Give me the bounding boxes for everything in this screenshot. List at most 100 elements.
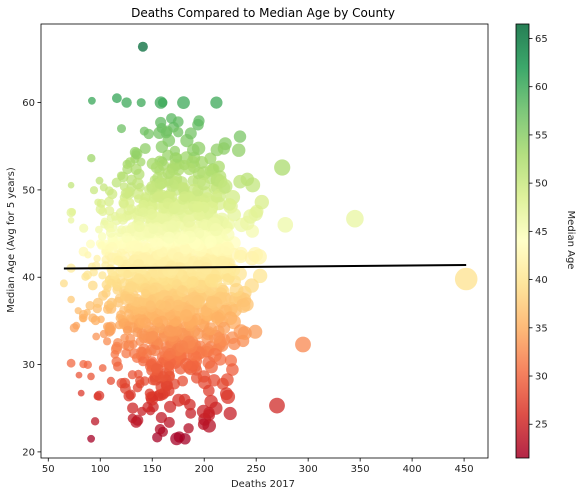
data-point xyxy=(274,159,291,176)
y-tick-label: 50 xyxy=(22,185,35,196)
colorbar-gradient xyxy=(516,24,529,458)
data-point xyxy=(251,249,267,265)
data-point xyxy=(221,228,235,242)
data-point xyxy=(177,96,190,109)
data-point xyxy=(154,96,168,109)
data-point xyxy=(85,301,95,311)
data-point xyxy=(239,297,254,312)
trend-line xyxy=(63,264,467,270)
data-point xyxy=(92,297,104,308)
data-point xyxy=(191,294,205,309)
data-point xyxy=(78,313,88,323)
x-tick-label: 250 xyxy=(247,464,266,475)
axes-layer: 50 100 150 200 250 300 350 400 450 20 30 40 50 60 xyxy=(22,23,489,475)
data-point xyxy=(113,255,124,266)
data-point xyxy=(83,270,92,280)
data-point xyxy=(217,321,231,335)
data-point xyxy=(90,417,100,426)
data-point xyxy=(103,337,112,346)
data-point xyxy=(83,360,93,369)
data-point xyxy=(254,194,269,210)
y-tick-label: 30 xyxy=(22,360,35,371)
colorbar-tick-label: 45 xyxy=(535,227,548,238)
data-point xyxy=(233,130,247,143)
data-point xyxy=(106,376,115,385)
data-point xyxy=(127,402,139,414)
data-point xyxy=(123,269,132,279)
data-point xyxy=(86,239,95,249)
data-point xyxy=(88,96,96,105)
data-point xyxy=(346,209,364,228)
data-point xyxy=(69,323,79,333)
data-point xyxy=(228,337,241,351)
plot-frame xyxy=(40,23,489,459)
data-point xyxy=(132,177,144,190)
data-point xyxy=(107,242,118,253)
data-point xyxy=(136,98,146,108)
data-point xyxy=(193,209,205,221)
data-point xyxy=(67,181,75,189)
data-point xyxy=(166,220,179,232)
data-point xyxy=(168,202,181,214)
data-point xyxy=(87,154,96,163)
data-point xyxy=(127,413,138,424)
data-point xyxy=(117,124,126,134)
data-point xyxy=(148,285,158,295)
data-point xyxy=(106,297,118,309)
data-point xyxy=(132,382,143,393)
data-point xyxy=(138,199,149,211)
data-point xyxy=(98,290,108,301)
colorbar-frame xyxy=(515,23,530,459)
data-point xyxy=(172,152,183,163)
data-point xyxy=(173,127,184,138)
data-point xyxy=(157,426,168,437)
data-point xyxy=(223,311,238,326)
data-point xyxy=(124,293,135,304)
data-point xyxy=(146,209,157,220)
data-point xyxy=(187,276,199,288)
data-point xyxy=(193,115,205,127)
data-point xyxy=(222,218,236,231)
data-point xyxy=(207,374,221,387)
data-point xyxy=(204,235,217,248)
colorbar-tick-label: 25 xyxy=(535,420,548,431)
data-point xyxy=(104,186,114,196)
data-point xyxy=(133,221,145,233)
x-tick-label: 150 xyxy=(143,464,162,475)
data-point xyxy=(172,299,184,311)
colorbar-tick-label: 50 xyxy=(535,179,548,190)
data-point xyxy=(151,363,162,373)
data-point xyxy=(118,197,129,208)
data-point xyxy=(227,207,241,222)
data-point xyxy=(205,296,218,309)
data-point xyxy=(95,225,103,234)
data-point xyxy=(232,143,246,157)
data-point xyxy=(98,207,108,217)
data-point xyxy=(162,149,174,161)
data-point xyxy=(180,243,192,255)
data-point xyxy=(67,217,75,224)
data-point xyxy=(122,164,133,175)
data-point xyxy=(229,283,244,297)
data-point xyxy=(179,309,193,322)
data-point xyxy=(88,313,98,323)
x-tick-label: 300 xyxy=(299,464,318,475)
data-point xyxy=(110,350,120,359)
data-point xyxy=(98,364,107,372)
y-tick-label: 40 xyxy=(22,273,35,284)
data-point xyxy=(162,264,175,277)
data-point xyxy=(185,407,197,419)
data-point xyxy=(79,223,89,233)
data-point xyxy=(226,363,239,376)
data-point xyxy=(454,267,478,291)
y-tick-label: 20 xyxy=(22,447,35,458)
data-point xyxy=(210,191,223,203)
data-point xyxy=(74,307,82,315)
data-point xyxy=(121,232,133,244)
data-point xyxy=(155,299,166,310)
data-point xyxy=(105,227,116,238)
x-tick-label: 100 xyxy=(91,464,110,475)
data-point xyxy=(179,159,190,171)
data-point xyxy=(173,251,184,263)
